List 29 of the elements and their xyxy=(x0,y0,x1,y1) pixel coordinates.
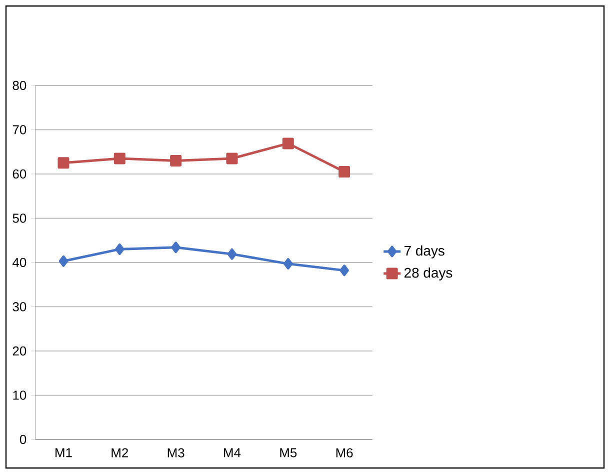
point xyxy=(170,154,182,166)
x-tick-label: M4 xyxy=(224,448,241,458)
y-tick-label: 50 xyxy=(12,214,26,223)
y-tick-label: 20 xyxy=(12,346,26,356)
y-tick-label: 70 xyxy=(12,125,26,134)
point xyxy=(340,264,349,276)
y-tick-label: 80 xyxy=(12,80,26,90)
legend-label: 28 days xyxy=(404,267,452,280)
point xyxy=(226,152,238,164)
y-tick-label: 10 xyxy=(13,390,26,400)
x-tick-label: M3 xyxy=(168,448,184,458)
point xyxy=(284,258,293,270)
y-tick-label: 0 xyxy=(20,434,26,444)
y-tick-label: 60 xyxy=(12,169,26,179)
point xyxy=(114,152,126,164)
y-tick-label: 40 xyxy=(12,258,26,268)
point xyxy=(338,166,350,178)
point xyxy=(171,242,180,254)
x-tick-label: M6 xyxy=(336,448,353,458)
point xyxy=(282,138,294,150)
legend-label: 7 days xyxy=(404,245,444,258)
y-tick-label: 30 xyxy=(12,302,26,312)
point xyxy=(115,243,124,255)
point xyxy=(227,248,237,260)
x-tick-label: M5 xyxy=(280,448,297,458)
point xyxy=(58,157,70,169)
x-tick-label: M2 xyxy=(112,448,128,458)
x-tick-label: M1 xyxy=(56,448,72,458)
point xyxy=(58,255,68,267)
